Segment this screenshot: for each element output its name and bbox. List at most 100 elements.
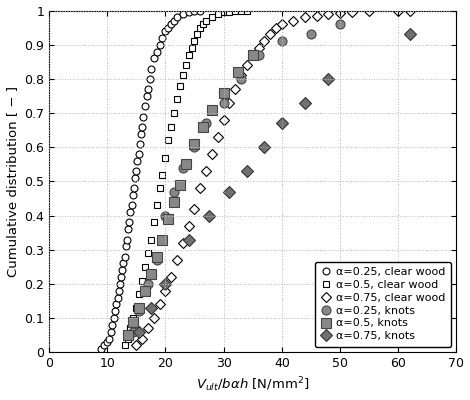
- α=0.5, clear wood: [165, 138, 171, 143]
- α=0.5, knots: [235, 70, 241, 74]
- α=0.5, knots: [148, 271, 154, 276]
- α=0.5, clear wood: [157, 186, 163, 191]
- α=0.25, knots: [204, 121, 209, 126]
- α=0.25, clear wood: [104, 340, 110, 344]
- α=0.5, knots: [177, 182, 183, 187]
- α=0.25, clear wood: [171, 18, 177, 23]
- Legend: α=0.25, clear wood, α=0.5, clear wood, α=0.75, clear wood, α=0.25, knots, α=0.5,: α=0.25, clear wood, α=0.5, clear wood, α…: [315, 262, 451, 347]
- α=0.5, clear wood: [174, 97, 180, 102]
- α=0.25, clear wood: [121, 261, 126, 266]
- α=0.25, knots: [131, 330, 136, 334]
- α=0.5, clear wood: [128, 326, 133, 331]
- α=0.5, knots: [136, 306, 142, 310]
- α=0.25, clear wood: [108, 330, 113, 334]
- α=0.25, clear wood: [139, 124, 145, 129]
- α=0.25, knots: [256, 52, 261, 57]
- α=0.75, clear wood: [151, 316, 157, 320]
- α=0.75, clear wood: [244, 63, 250, 68]
- α=0.5, knots: [183, 162, 188, 167]
- α=0.25, clear wood: [128, 210, 133, 215]
- α=0.75, knots: [261, 145, 267, 150]
- α=0.75, clear wood: [145, 326, 151, 331]
- α=0.25, knots: [337, 22, 343, 27]
- α=0.5, clear wood: [136, 292, 142, 297]
- α=0.5, knots: [221, 90, 227, 95]
- α=0.25, clear wood: [168, 22, 174, 27]
- α=0.25, knots: [221, 100, 227, 105]
- α=0.75, clear wood: [221, 118, 227, 122]
- α=0.75, clear wood: [337, 10, 343, 15]
- α=0.5, clear wood: [154, 203, 159, 208]
- α=0.75, clear wood: [256, 46, 261, 50]
- α=0.25, knots: [163, 213, 168, 218]
- α=0.25, clear wood: [137, 142, 142, 146]
- α=0.5, knots: [160, 237, 165, 242]
- α=0.5, clear wood: [183, 63, 188, 68]
- α=0.25, clear wood: [180, 12, 186, 16]
- α=0.5, knots: [171, 200, 177, 204]
- α=0.25, clear wood: [138, 131, 144, 136]
- α=0.75, clear wood: [157, 302, 163, 307]
- Line: α=0.5, clear wood: α=0.5, clear wood: [121, 7, 251, 349]
- α=0.5, knots: [165, 217, 171, 222]
- α=0.25, clear wood: [117, 282, 123, 286]
- α=0.25, knots: [154, 258, 159, 262]
- α=0.75, clear wood: [273, 25, 279, 30]
- α=0.5, clear wood: [163, 155, 168, 160]
- α=0.25, clear wood: [192, 9, 197, 14]
- α=0.25, knots: [145, 282, 151, 286]
- α=0.5, clear wood: [195, 32, 200, 37]
- α=0.25, clear wood: [106, 336, 112, 341]
- α=0.75, knots: [136, 330, 142, 334]
- α=0.5, knots: [131, 319, 136, 324]
- α=0.5, clear wood: [171, 111, 177, 116]
- α=0.75, clear wood: [180, 240, 186, 245]
- α=0.25, clear wood: [141, 114, 146, 119]
- α=0.5, clear wood: [151, 220, 157, 225]
- α=0.5, clear wood: [221, 10, 227, 15]
- α=0.25, knots: [192, 145, 197, 150]
- α=0.25, clear wood: [134, 158, 140, 163]
- α=0.25, clear wood: [136, 152, 141, 156]
- α=0.75, clear wood: [267, 32, 273, 37]
- α=0.25, clear wood: [122, 254, 127, 259]
- α=0.25, knots: [279, 39, 285, 44]
- α=0.25, clear wood: [160, 36, 165, 40]
- α=0.25, clear wood: [119, 268, 125, 273]
- α=0.5, knots: [200, 124, 206, 129]
- α=0.5, knots: [154, 254, 159, 259]
- α=0.25, knots: [136, 309, 142, 314]
- α=0.25, knots: [171, 189, 177, 194]
- α=0.5, clear wood: [189, 46, 195, 50]
- α=0.25, clear wood: [123, 244, 129, 249]
- α=0.25, clear wood: [147, 76, 152, 81]
- α=0.75, clear wood: [279, 22, 285, 27]
- α=0.75, knots: [326, 76, 331, 81]
- α=0.25, clear wood: [142, 104, 148, 109]
- α=0.5, clear wood: [133, 306, 139, 310]
- α=0.75, knots: [206, 213, 212, 218]
- α=0.5, clear wood: [186, 52, 191, 57]
- α=0.5, clear wood: [238, 8, 244, 13]
- α=0.5, clear wood: [145, 251, 151, 256]
- α=0.5, clear wood: [125, 336, 130, 341]
- α=0.75, clear wood: [209, 152, 215, 156]
- α=0.5, clear wood: [204, 18, 209, 23]
- α=0.5, clear wood: [244, 8, 250, 13]
- α=0.5, clear wood: [177, 83, 183, 88]
- α=0.75, clear wood: [139, 336, 145, 341]
- α=0.5, clear wood: [209, 15, 215, 20]
- α=0.5, clear wood: [192, 39, 197, 44]
- X-axis label: $\mathit{V}_{ult}/\mathit{b\alpha h}$ [N/mm$^2$]: $\mathit{V}_{ult}/\mathit{b\alpha h}$ [N…: [196, 376, 310, 394]
- α=0.5, clear wood: [197, 25, 203, 30]
- α=0.25, clear wood: [111, 316, 117, 320]
- α=0.75, knots: [186, 237, 191, 242]
- α=0.75, clear wood: [250, 52, 256, 57]
- α=0.75, clear wood: [163, 288, 168, 293]
- α=0.25, clear wood: [157, 42, 163, 47]
- Line: α=0.25, knots: α=0.25, knots: [129, 20, 345, 336]
- α=0.25, clear wood: [197, 8, 203, 13]
- α=0.25, clear wood: [126, 220, 132, 225]
- α=0.75, clear wood: [227, 100, 232, 105]
- α=0.5, clear wood: [168, 124, 174, 129]
